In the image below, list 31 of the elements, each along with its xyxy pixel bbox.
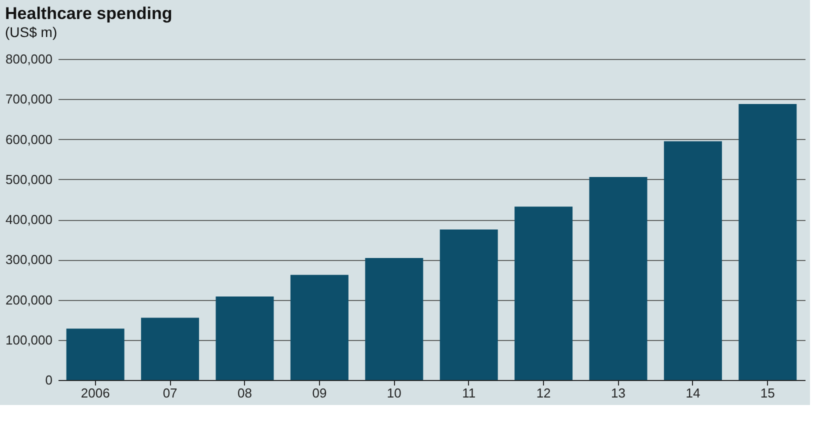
- bar: [664, 141, 722, 380]
- y-tick-label: 100,000: [6, 332, 52, 348]
- bar: [738, 104, 797, 380]
- chart-subtitle: (US$ m): [5, 24, 58, 40]
- y-tick-label: 500,000: [6, 172, 52, 187]
- y-tick-label: 600,000: [6, 132, 52, 147]
- x-tick-label: 08: [238, 386, 252, 400]
- bar: [514, 206, 573, 380]
- x-tick-label: 13: [611, 386, 626, 400]
- x-tick-label: 09: [312, 386, 327, 400]
- x-tick-label: 14: [686, 386, 700, 400]
- bar: [141, 318, 200, 380]
- y-tick-label: 400,000: [6, 212, 52, 227]
- x-tick-label: 10: [386, 386, 402, 400]
- bar: [589, 176, 648, 380]
- x-tick-label: 12: [536, 386, 551, 400]
- bar: [216, 296, 274, 380]
- y-tick-label: 700,000: [6, 92, 52, 107]
- y-tick-label: 200,000: [6, 292, 52, 308]
- chart-title: Healthcare spending: [5, 4, 172, 23]
- x-tick-label: 2006: [80, 386, 110, 400]
- bar: [440, 230, 498, 380]
- y-tick-label: 0: [45, 372, 52, 388]
- bar: [66, 328, 124, 380]
- x-tick-label: 11: [462, 386, 476, 400]
- x-tick-label: 15: [760, 386, 775, 400]
- bar: [290, 274, 348, 380]
- bar: [365, 258, 424, 380]
- y-tick-label: 800,000: [6, 52, 52, 66]
- x-tick-label: 07: [162, 386, 178, 400]
- y-tick-label: 300,000: [6, 252, 52, 268]
